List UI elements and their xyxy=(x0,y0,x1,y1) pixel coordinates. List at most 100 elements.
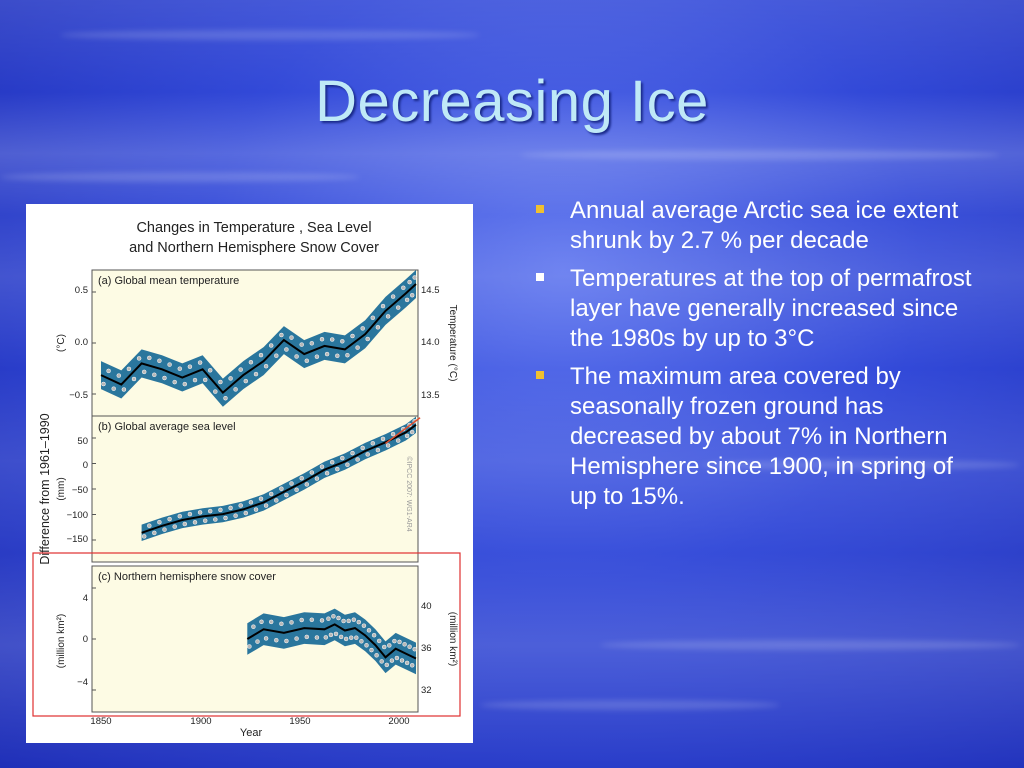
data-point xyxy=(187,511,193,517)
smoothed-series-line xyxy=(246,623,417,660)
data-point xyxy=(355,457,360,462)
data-point xyxy=(335,466,340,472)
square-bullet-icon xyxy=(536,371,544,379)
panel-c-yticks-1: 0 xyxy=(83,634,88,645)
data-point xyxy=(289,481,294,486)
data-point xyxy=(141,534,147,539)
data-point xyxy=(387,643,392,648)
data-point xyxy=(360,445,365,451)
data-point xyxy=(326,616,331,621)
panel-a-ylabel: (°C) xyxy=(56,334,67,352)
data-point xyxy=(263,363,269,369)
data-point xyxy=(147,355,152,361)
panel-c-ylabel: (million km²) xyxy=(56,614,67,668)
data-point xyxy=(364,643,369,648)
data-point xyxy=(394,655,400,661)
data-point xyxy=(409,292,415,298)
figure-watermark: ©IPCC 2007: WG1-AR4 xyxy=(405,456,413,531)
data-point xyxy=(279,621,284,627)
x-axis-label: Year xyxy=(240,727,263,739)
data-point xyxy=(343,636,349,642)
data-point xyxy=(259,619,264,625)
data-point xyxy=(401,285,406,291)
xtick-2000: 2000 xyxy=(388,716,409,727)
data-point xyxy=(354,635,359,640)
data-point xyxy=(299,617,304,623)
data-point xyxy=(258,352,264,358)
data-point xyxy=(409,429,415,435)
bullet-text: Annual average Arctic sea ice extent shr… xyxy=(570,197,959,254)
data-point xyxy=(251,624,256,629)
data-point xyxy=(360,326,365,331)
data-point xyxy=(197,360,203,365)
data-point xyxy=(157,519,162,525)
data-point xyxy=(284,638,289,644)
data-point xyxy=(336,615,341,621)
plot-layer xyxy=(92,270,421,691)
data-point xyxy=(371,632,377,638)
data-point xyxy=(350,333,355,339)
uncertainty-band xyxy=(101,270,416,407)
data-point xyxy=(397,639,402,645)
data-point xyxy=(274,353,279,358)
data-point xyxy=(207,368,213,373)
data-point xyxy=(314,635,320,640)
data-point xyxy=(223,395,228,401)
data-point xyxy=(359,639,364,644)
data-point xyxy=(390,431,396,437)
panel-c-y2ticks-0: 40 xyxy=(421,601,432,612)
data-point xyxy=(274,498,279,503)
bullet-item: Temperatures at the top of permafrost la… xyxy=(534,264,984,354)
data-point xyxy=(356,619,362,625)
data-point xyxy=(274,637,279,643)
data-point xyxy=(380,436,386,442)
square-bullet-icon xyxy=(536,205,544,213)
data-point xyxy=(412,275,417,280)
bullet-item: Annual average Arctic sea ice extent shr… xyxy=(534,196,984,256)
panel-c-yticks-0: 4 xyxy=(83,593,88,604)
data-point xyxy=(207,508,213,514)
data-point xyxy=(314,354,320,359)
satellite-record-line xyxy=(385,417,421,445)
data-point xyxy=(111,386,116,391)
data-point xyxy=(172,379,177,385)
data-point xyxy=(177,513,183,519)
data-point xyxy=(233,513,238,518)
bullet-text: The maximum area covered by seasonally f… xyxy=(570,363,953,510)
data-point xyxy=(379,659,384,664)
data-point xyxy=(385,314,391,319)
xtick-1900: 1900 xyxy=(190,716,211,727)
snow-cover-highlight-box xyxy=(32,552,461,717)
data-point xyxy=(152,372,157,378)
panel-c-y2ticks-2: 32 xyxy=(421,685,432,696)
data-point xyxy=(289,620,294,625)
data-point xyxy=(361,623,367,628)
data-point xyxy=(407,644,412,649)
bullet-text: Temperatures at the top of permafrost la… xyxy=(570,265,972,352)
data-point xyxy=(369,647,374,653)
data-point xyxy=(319,336,325,342)
data-point xyxy=(172,524,177,529)
climate-figure: Changes in Temperature , Sea Level and N… xyxy=(26,204,473,743)
xtick-1950: 1950 xyxy=(289,716,310,727)
data-point xyxy=(218,507,223,513)
data-point xyxy=(126,366,132,372)
panel-a-yticks-0: 0.5 xyxy=(75,285,88,296)
data-point xyxy=(402,642,407,647)
data-point xyxy=(395,305,401,310)
data-point xyxy=(395,438,401,443)
data-point xyxy=(314,476,320,481)
data-point xyxy=(218,379,223,385)
figure-title-line2: and Northern Hemisphere Snow Cover xyxy=(129,240,379,256)
data-point xyxy=(147,523,152,528)
data-point xyxy=(243,510,249,516)
panel-a-title: (a) Global mean temperature xyxy=(98,275,239,287)
data-point xyxy=(304,482,310,487)
data-point xyxy=(162,375,167,381)
data-point xyxy=(263,636,269,641)
data-point xyxy=(399,658,405,663)
data-point xyxy=(409,663,415,668)
data-point xyxy=(284,492,289,498)
data-point xyxy=(167,362,172,367)
data-point xyxy=(380,303,386,309)
